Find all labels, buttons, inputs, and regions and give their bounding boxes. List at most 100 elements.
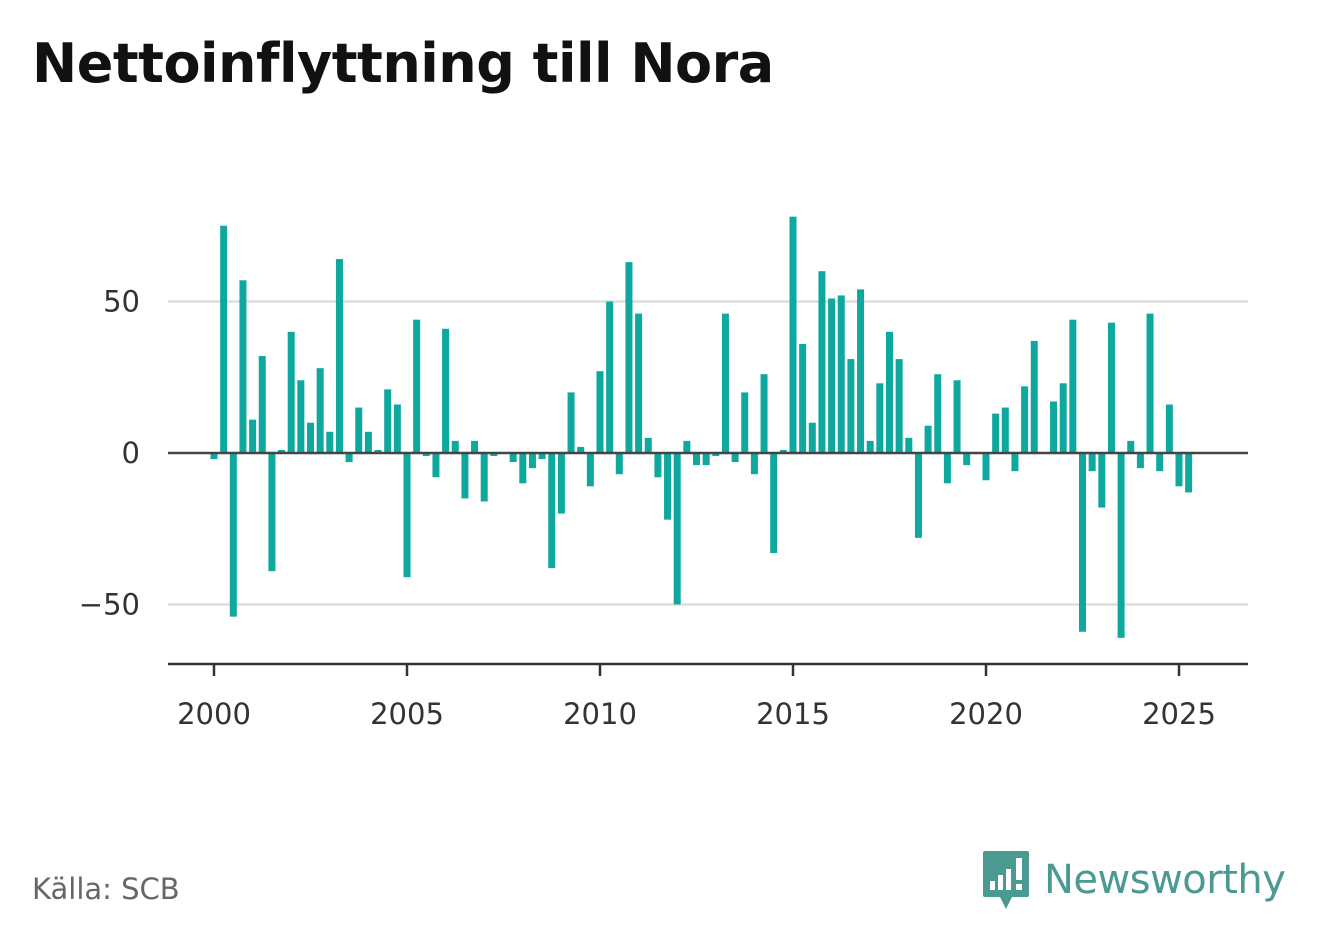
bar [963, 453, 971, 466]
bar [403, 453, 411, 578]
bar [615, 453, 623, 475]
bar [335, 259, 343, 453]
bar [451, 440, 459, 453]
bar [1001, 407, 1009, 453]
bar [1165, 404, 1173, 453]
y-tick-label: 0 [122, 436, 140, 470]
bar [432, 453, 440, 478]
bar [886, 331, 893, 453]
bar [586, 453, 594, 487]
bar [760, 374, 768, 453]
x-tick-label: 2005 [370, 697, 444, 731]
bar [528, 453, 536, 469]
chart-title: Nettoinflyttning till Nora [32, 32, 774, 95]
bar [374, 449, 382, 453]
brand-logo: Newsworthy [982, 848, 1286, 912]
bar [644, 437, 652, 453]
bar [876, 383, 884, 453]
bar [393, 404, 401, 453]
bar [1136, 453, 1144, 469]
bar [818, 271, 826, 453]
bar [789, 216, 797, 453]
bar [229, 453, 237, 617]
bar [731, 453, 739, 463]
bar [548, 453, 556, 569]
bar [307, 422, 314, 453]
brand-name: Newsworthy [1044, 857, 1286, 903]
bar [654, 453, 662, 478]
bar [905, 437, 913, 453]
bar [953, 380, 961, 453]
bar [471, 440, 479, 453]
bar [1107, 322, 1115, 453]
bar [596, 371, 604, 453]
bar [249, 419, 257, 453]
bar [1127, 440, 1135, 453]
y-tick-label: −50 [79, 588, 140, 622]
bars [210, 216, 1193, 638]
bar [220, 225, 228, 453]
bar [1021, 386, 1029, 453]
gridlines [168, 300, 1248, 606]
bar [490, 453, 498, 457]
bar [857, 289, 865, 453]
bar [384, 389, 392, 453]
bar [268, 453, 276, 572]
bar [693, 453, 700, 466]
bar [741, 392, 749, 453]
bar [664, 453, 672, 520]
bar [914, 453, 922, 538]
bar [1011, 453, 1019, 472]
bar [702, 453, 710, 466]
x-tick-label: 2000 [177, 697, 251, 731]
bar [1088, 453, 1096, 472]
bar [422, 453, 430, 457]
bar [557, 453, 565, 514]
x-tick-label: 2025 [1142, 697, 1216, 731]
bar [1050, 401, 1058, 453]
bar [828, 298, 836, 453]
bar [1146, 313, 1154, 453]
bar [982, 453, 990, 481]
bar [992, 413, 1000, 453]
bar [326, 431, 334, 453]
axes [168, 451, 1248, 676]
y-tick-labels: −50 0 50 [79, 285, 140, 622]
x-tick-label: 2015 [756, 697, 830, 731]
bar [480, 453, 488, 502]
bar [519, 453, 527, 484]
bar [770, 453, 778, 553]
bar [442, 328, 450, 453]
bar [1079, 453, 1086, 632]
bar [712, 453, 720, 457]
bar [1156, 453, 1164, 472]
bar [287, 331, 295, 453]
bar [606, 301, 614, 453]
bar [721, 313, 729, 453]
bar [750, 453, 758, 475]
newsworthy-logo-icon [983, 851, 1029, 909]
bar [538, 453, 546, 460]
bar [461, 453, 469, 499]
bar [413, 319, 421, 453]
bar [364, 431, 372, 453]
bar [258, 356, 266, 453]
bar [210, 453, 218, 460]
bar [355, 407, 363, 453]
bar [866, 440, 874, 453]
bar [1185, 453, 1193, 493]
y-tick-label: 50 [103, 285, 140, 319]
x-tick-labels: 2000 2005 2010 2015 2020 2025 [177, 697, 1216, 731]
bar [1059, 383, 1067, 453]
bar [799, 343, 807, 453]
bar [316, 368, 324, 453]
bar [345, 453, 353, 463]
bar [934, 374, 942, 453]
bar [1069, 319, 1077, 453]
bar [943, 453, 951, 484]
bar [683, 440, 691, 453]
bar [635, 313, 643, 453]
bar [895, 359, 903, 453]
source-label: Källa: SCB [32, 872, 180, 906]
bar-chart: −50 0 50 2000 2005 2010 2015 2020 2025 [79, 216, 1248, 731]
